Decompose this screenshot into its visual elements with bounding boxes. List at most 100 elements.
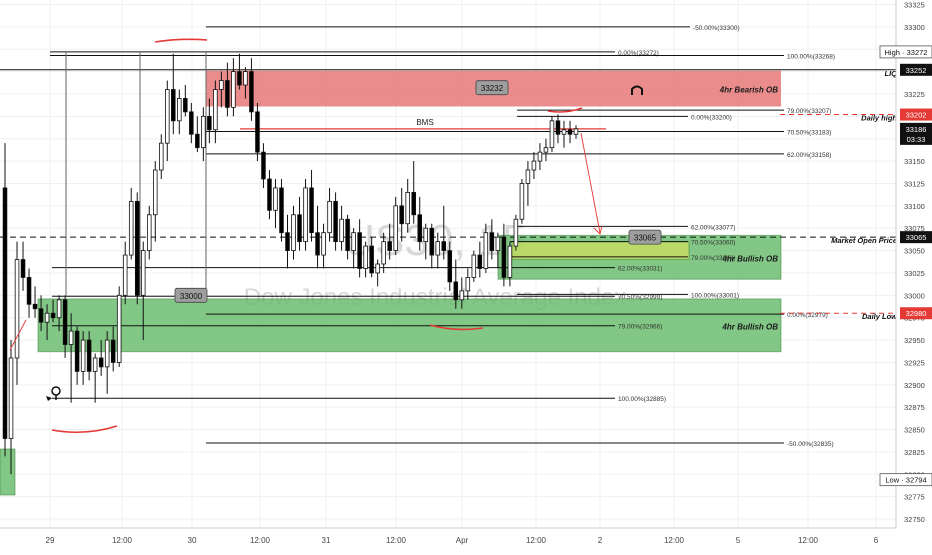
- candle: [483, 223, 489, 273]
- candle: [447, 241, 453, 291]
- zone-label: 4hr Bullish OB: [721, 322, 778, 331]
- horizontal-levels: -50.00%(33300) 0.00%(33272) 100.00%(33268)…: [0, 25, 896, 448]
- fib-level-label: 62.00%(33077): [691, 224, 735, 231]
- price-axis-tag: [900, 307, 932, 320]
- candle-body: [291, 214, 296, 251]
- price-axis-tag-subtext: 03:33: [907, 135, 926, 144]
- candle-body: [567, 129, 573, 135]
- price-tick-label: 32825: [904, 448, 925, 457]
- price-tick-label: 33000: [904, 291, 925, 300]
- price-axis-background: [896, 0, 932, 528]
- candle: [315, 205, 320, 269]
- candle-body: [333, 200, 338, 243]
- candle-body: [345, 218, 350, 251]
- candle: [195, 116, 200, 153]
- candle-body: [489, 232, 495, 251]
- candle-body: [273, 187, 278, 211]
- candle: [32, 286, 38, 318]
- zone-label: 4hr Bearish OB: [719, 86, 778, 95]
- candle-body: [459, 290, 465, 301]
- candle: [171, 53, 176, 135]
- candle: [537, 143, 543, 171]
- candle: [561, 120, 567, 148]
- candle: [56, 295, 62, 332]
- candle: [74, 326, 80, 385]
- fib-level-label: 79.00%(33207): [787, 108, 831, 115]
- candle-body: [68, 330, 74, 345]
- candle: [116, 286, 122, 367]
- candle-body: [465, 277, 471, 292]
- fib-level-label: -50.00%(32835): [787, 441, 834, 448]
- candle-body: [417, 214, 422, 243]
- candle: [357, 219, 362, 278]
- candle: [345, 214, 350, 260]
- time-axis[interactable]: 29 12:00 30 12:00 31 12:00 Apr 12:00 2 12:00 5 12:0…: [0, 527, 932, 550]
- fib-level-label: 0.00%(33272): [618, 50, 659, 57]
- candle-body: [237, 71, 242, 86]
- price-callout-box: [174, 287, 208, 303]
- price-axis-tag: [900, 231, 932, 244]
- time-tick-label: 6: [874, 536, 879, 545]
- candle: [333, 192, 338, 251]
- candle: [2, 143, 8, 457]
- time-tick-label: 29: [46, 536, 55, 545]
- candle: [399, 187, 404, 242]
- level-tag: Market Open Price: [831, 236, 897, 245]
- candle-body: [339, 218, 344, 243]
- level-labels: LIQ Daily high Market Open Price Daily Low B…: [174, 69, 898, 321]
- red-underline-top: [547, 107, 583, 113]
- candle-body: [80, 339, 86, 372]
- candle: [375, 259, 380, 287]
- candle: [231, 58, 236, 117]
- time-tick-label: Apr: [456, 536, 469, 545]
- price-tick-label: 33050: [904, 247, 925, 256]
- price-callout-box: [475, 80, 509, 96]
- candle-body: [285, 232, 290, 251]
- candle: [471, 250, 477, 282]
- candle-body: [531, 160, 537, 171]
- candle: [38, 295, 44, 332]
- candle: [140, 241, 146, 341]
- candle: [14, 241, 20, 385]
- candle: [489, 219, 495, 260]
- candle-body: [405, 192, 410, 225]
- candle: [549, 116, 555, 153]
- time-tick-label: 12:00: [250, 536, 271, 545]
- price-tick-label: 32750: [904, 515, 925, 524]
- red-underline-mid: [429, 324, 484, 331]
- red-underline-high: [154, 38, 208, 43]
- price-axis[interactable]: 3275032775328003282532850328753290032925…: [879, 0, 932, 528]
- candle: [435, 232, 441, 269]
- candle: [501, 223, 507, 287]
- candle-body: [267, 178, 272, 211]
- candle-body: [363, 245, 368, 269]
- price-axis-tag: [900, 122, 932, 145]
- candle-body: [134, 200, 140, 296]
- candle: [555, 114, 561, 144]
- candle: [104, 331, 110, 394]
- price-callout-text: 33000: [180, 292, 203, 301]
- candle-body: [429, 227, 435, 256]
- candle: [213, 80, 218, 144]
- price-tick-label: 33325: [904, 0, 925, 9]
- candle: [80, 331, 86, 385]
- time-tick-label: 12:00: [798, 536, 819, 545]
- candle-body: [315, 232, 320, 256]
- candle: [519, 178, 525, 224]
- candle-body: [447, 250, 453, 283]
- price-tick-label: 33225: [904, 90, 925, 99]
- price-callout-text: 33065: [634, 234, 657, 243]
- candle-body: [183, 98, 188, 113]
- candle-body: [423, 227, 429, 243]
- price-axis-tag-text: 32980: [906, 309, 927, 318]
- projection-arrowhead: [593, 225, 603, 235]
- candle: [465, 268, 471, 300]
- price-axis-tag-text: 33065: [906, 233, 927, 242]
- candle-body: [171, 89, 176, 122]
- candle-body: [98, 357, 104, 368]
- candle-body: [357, 232, 362, 269]
- candle-body: [369, 245, 374, 274]
- candle: [62, 295, 68, 358]
